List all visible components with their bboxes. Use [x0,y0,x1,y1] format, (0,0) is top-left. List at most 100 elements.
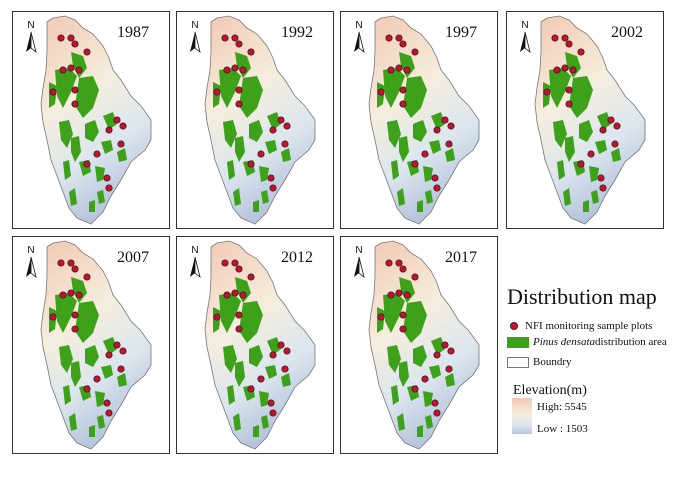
distribution-area-patch [429,140,441,154]
sample-plot-marker [421,150,429,158]
sample-plot-marker [411,385,419,393]
legend-item-distribution: Pinus densata distribution area [507,336,667,348]
distribution-area-patch [71,361,81,387]
legend-item-label: distribution area [595,336,667,348]
distribution-area-patch [89,200,95,212]
sample-plot-marker [57,34,65,42]
sample-plot-marker [71,86,79,94]
distribution-area-patch [563,188,571,206]
sample-plot-marker [377,88,385,96]
distribution-area-patch [399,52,415,78]
distribution-area-patch [97,415,105,429]
sample-plot-marker [117,365,125,373]
sample-plot-marker [281,140,289,148]
sample-plot-marker [83,385,91,393]
distribution-area-patch [95,166,105,182]
distribution-area-patch [69,413,77,431]
elevation-title: Elevation(m) [513,383,587,398]
sample-plot-marker [83,273,91,281]
north-label: N [191,20,198,31]
study-area-boundary [40,240,152,450]
map-panel-2017: N 2017 [340,236,498,454]
north-arrow-icon: N [26,20,37,54]
sample-plot-marker [247,385,255,393]
distribution-area-patch [429,365,441,379]
sample-plot-marker [553,66,561,74]
elevation-high-label: High: 5545 [537,401,587,413]
study-area-boundary [368,240,480,450]
distribution-area-patch [431,337,445,355]
distribution-area-patch [101,140,113,154]
distribution-area-patch [413,345,427,367]
sample-plot-marker [247,48,255,56]
distribution-area-patch [85,120,99,142]
sample-plot-marker [231,259,239,267]
distribution-area-patch [85,345,99,367]
distribution-area-patch [391,160,399,180]
sample-plot-marker [399,100,407,108]
study-area-boundary [204,15,316,225]
map-graphic: N [190,240,316,450]
sample-plot-marker [269,126,277,134]
sample-plot-marker [49,88,57,96]
map-panel-2007: N 2007 [12,236,170,454]
sample-plot-marker [93,150,101,158]
sample-plot-marker [235,265,243,273]
sample-plot-marker [543,88,551,96]
distribution-area-patch [239,76,263,118]
sample-plot-marker [599,184,607,192]
distribution-area-patch [403,301,427,343]
sample-plot-marker [411,160,419,168]
sample-plot-marker [235,325,243,333]
sample-plot-marker [433,184,441,192]
sample-plot-marker [257,150,265,158]
distribution-area-patch [223,120,237,148]
legend-title: Distribution map [507,284,657,309]
sample-plot-marker [599,126,607,134]
distribution-area-patch [103,112,117,130]
distribution-area-patch [553,120,567,148]
map-graphic: N [26,240,152,450]
distribution-area-patch [227,385,235,405]
legend-item-boundary: Boundry [507,356,572,368]
map-graphic: N [520,15,646,225]
distribution-area-patch [387,345,401,373]
sample-plot-marker [395,64,403,72]
sample-plot-marker [569,66,577,74]
sample-plot-marker [235,311,243,319]
map-graphic: N [190,15,316,225]
sample-plot-marker [421,375,429,383]
sample-plot-marker [83,48,91,56]
sample-plot-marker [281,365,289,373]
distribution-area-patch [261,190,269,204]
map-graphic: N [354,240,480,450]
distribution-area-patch [89,425,95,437]
sample-plot-marker [597,174,605,182]
distribution-area-patch [103,337,117,355]
panel-year-label: 1992 [281,24,313,41]
study-area-boundary [204,240,316,450]
distribution-area-patch [397,188,405,206]
distribution-area-patch [75,76,99,118]
sample-plot-marker [267,399,275,407]
study-area-boundary [534,15,646,225]
sample-plot-marker [49,313,57,321]
distribution-area-patch [75,301,99,343]
map-graphic: N [354,15,480,225]
sample-plot-marker [403,66,411,74]
distribution-area-patch [59,345,73,373]
sample-plot-marker [213,88,221,96]
sample-plot-marker [399,265,407,273]
sample-plot-marker [75,66,83,74]
sample-plot-marker [565,86,573,94]
distribution-area-patch [69,188,77,206]
north-label: N [191,245,198,256]
distribution-area-patch [95,391,105,407]
north-arrow-icon: N [520,20,531,54]
sample-plot-marker [447,122,455,130]
sample-plot-marker [565,100,573,108]
sample-plot-marker [71,325,79,333]
north-arrow-icon: N [26,245,37,279]
distribution-area-patch [235,361,245,387]
distribution-area-patch [413,120,427,142]
